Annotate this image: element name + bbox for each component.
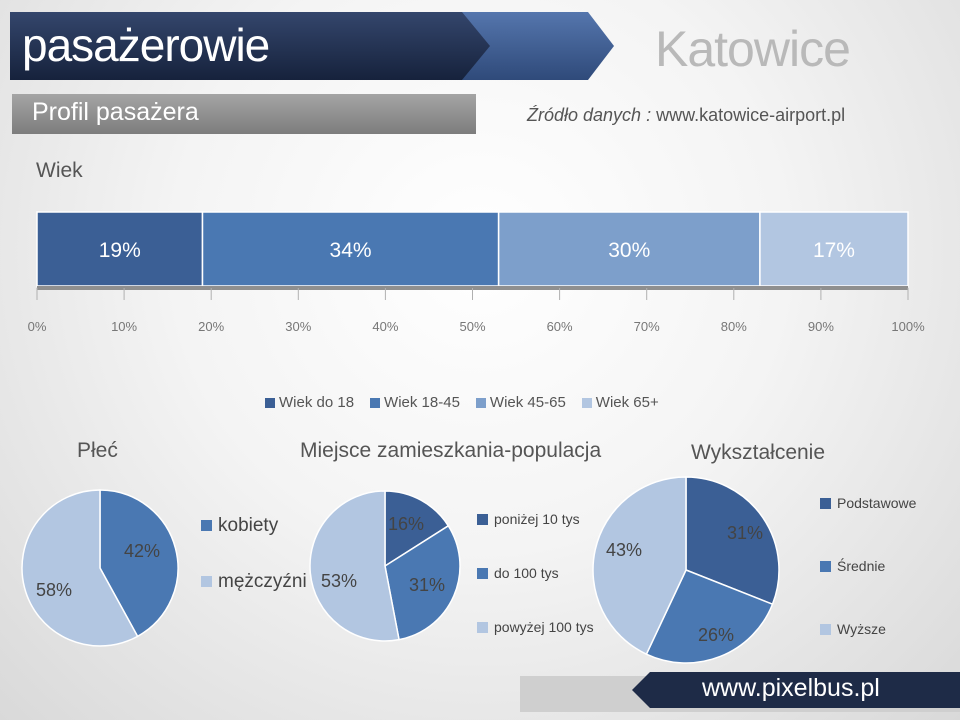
age-axis-tick-label: 90% [807,319,834,334]
legend-swatch [477,513,488,525]
residence-large-label: 53% [321,571,358,591]
gender-pie-slice [21,489,139,647]
age-legend-item: Wiek 18-45 [370,394,460,411]
age-axis-tick-label: 30% [285,319,312,334]
subtitle-bar [12,94,476,134]
residence-pie-slice [309,490,400,642]
legend-label: kobiety [218,515,279,536]
city-name: Katowice [655,21,851,77]
age-legend-item: Wiek do 18 [265,394,354,411]
legend-label: Wiek 18-45 [384,394,460,411]
age-axis-tick-label: 70% [633,319,660,334]
legend-swatch [477,567,488,579]
age-axis-tick-label: 50% [459,319,486,334]
legend-swatch [265,397,275,408]
legend-swatch [477,621,488,633]
residence-legend-small: poniżej 10 tys [477,512,580,526]
age-bar-label: 19% [99,239,141,262]
gender-legend-kobiety: kobiety [201,516,278,535]
residence-section-title: Miejsce zamieszkania-populacja [300,439,602,462]
age-axis-tick-label: 80% [720,319,747,334]
age-legend: Wiek do 18 Wiek 18-45 Wiek 45-65 Wiek 65+ [265,394,659,411]
legend-label: Wiek 65+ [595,394,659,411]
residence-medium-label: 31% [409,575,446,595]
age-bar-label: 34% [330,239,372,262]
footer-banner [520,672,960,712]
age-bar-label: 30% [608,239,650,262]
education-wyzsze-label: 43% [606,540,643,560]
gender-pie-slice [99,489,179,638]
education-legend-podstawowe: Podstawowe [820,496,916,510]
residence-legend-large: powyżej 100 tys [477,620,594,634]
age-axis-tick-label: 10% [111,319,138,334]
legend-label: poniżej 10 tys [494,511,580,527]
legend-swatch [820,623,831,635]
legend-label: Podstawowe [837,495,917,511]
age-legend-item: Wiek 45-65 [475,394,566,411]
age-bar-label: 17% [813,239,855,262]
legend-swatch [201,520,212,531]
age-bar-chart: 19% 34% 30% 17% [36,211,909,300]
data-source-url: www.katowice-airport.pl [656,105,846,125]
education-pie-slice [685,476,780,606]
footer-url: www.pixelbus.pl [702,674,880,702]
age-axis-tick-label: 20% [198,319,225,334]
age-section-title: Wiek [36,159,83,182]
age-bar-segment [759,211,909,287]
gender-mezczyzni-label: 58% [36,580,73,600]
gender-legend-mezczyzni: mężczyźni [201,572,307,591]
legend-label: mężczyźni [218,571,307,592]
education-pie-slice [645,569,774,664]
header-arrow-dark [10,12,490,80]
age-legend-item: Wiek 65+ [581,394,659,411]
legend-label: powyżej 100 tys [494,619,594,635]
residence-pie-slice [384,490,450,568]
legend-swatch [475,397,486,408]
age-axis-tick-label: 40% [372,319,399,334]
education-pie-slice [592,476,687,656]
header-banner [10,12,614,134]
data-source-label: Źródło danych : [527,105,652,125]
page-subtitle: Profil pasażera [32,98,199,126]
page-title: pasażerowie [22,19,270,71]
education-legend-wyzsze: Wyższe [820,622,886,636]
age-axis-tick-label: 60% [546,319,573,334]
legend-swatch [820,560,831,572]
residence-small-label: 16% [388,514,425,534]
education-legend-srednie: Średnie [820,559,885,573]
education-srednie-label: 26% [698,625,735,645]
residence-pie-slice [384,524,461,641]
legend-label: do 100 tys [494,565,559,581]
age-axis-tick-label: 100% [891,319,925,334]
legend-label: Wiek do 18 [279,394,355,411]
legend-swatch [820,497,831,509]
legend-label: Wiek 45-65 [489,394,566,411]
legend-swatch [201,576,212,587]
legend-swatch [370,397,381,408]
legend-label: Wyższe [837,621,886,637]
education-section-title: Wykształcenie [691,441,826,464]
age-axis-tick-label: 0% [27,319,47,334]
legend-label: Średnie [837,558,886,574]
education-podstawowe-label: 31% [727,523,764,543]
gender-kobiety-label: 42% [124,541,161,561]
legend-swatch [581,397,592,408]
data-source: Źródło danych : www.katowice-airport.pl [527,106,845,124]
gender-section-title: Płeć [77,439,118,462]
residence-legend-medium: do 100 tys [477,566,559,580]
